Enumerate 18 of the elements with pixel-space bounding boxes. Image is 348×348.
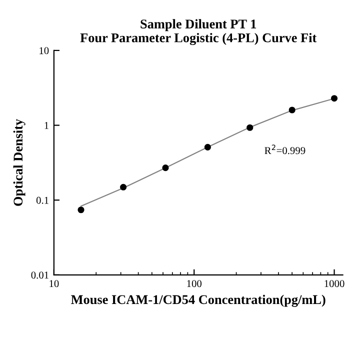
point xyxy=(120,184,127,190)
x-tick-label: 100 xyxy=(187,280,202,288)
chart-title: Sample Diluent PT 1 Four Parameter Logistic (4-PL) Curve Fit xyxy=(80,19,317,46)
y-tick-label: 1 xyxy=(44,122,48,129)
point xyxy=(162,164,169,172)
point xyxy=(246,124,254,131)
point xyxy=(288,106,296,114)
point xyxy=(204,144,211,150)
y-tick-label: 10 xyxy=(40,47,49,54)
x-tick-label: 10 xyxy=(50,280,59,288)
annotation: R$^{2}$=0.999 xyxy=(264,144,306,154)
point xyxy=(78,206,84,214)
x-tick-label: 1000 xyxy=(324,280,344,288)
y-tick-label: 0.1 xyxy=(36,196,48,204)
x-axis-title: Mouse ICAM-1/CD54 Concentration(pg/mL) xyxy=(71,294,326,307)
point xyxy=(330,95,338,102)
y-axis-title: Optical Density xyxy=(13,119,26,206)
y-tick-label: 0.01 xyxy=(31,272,48,279)
